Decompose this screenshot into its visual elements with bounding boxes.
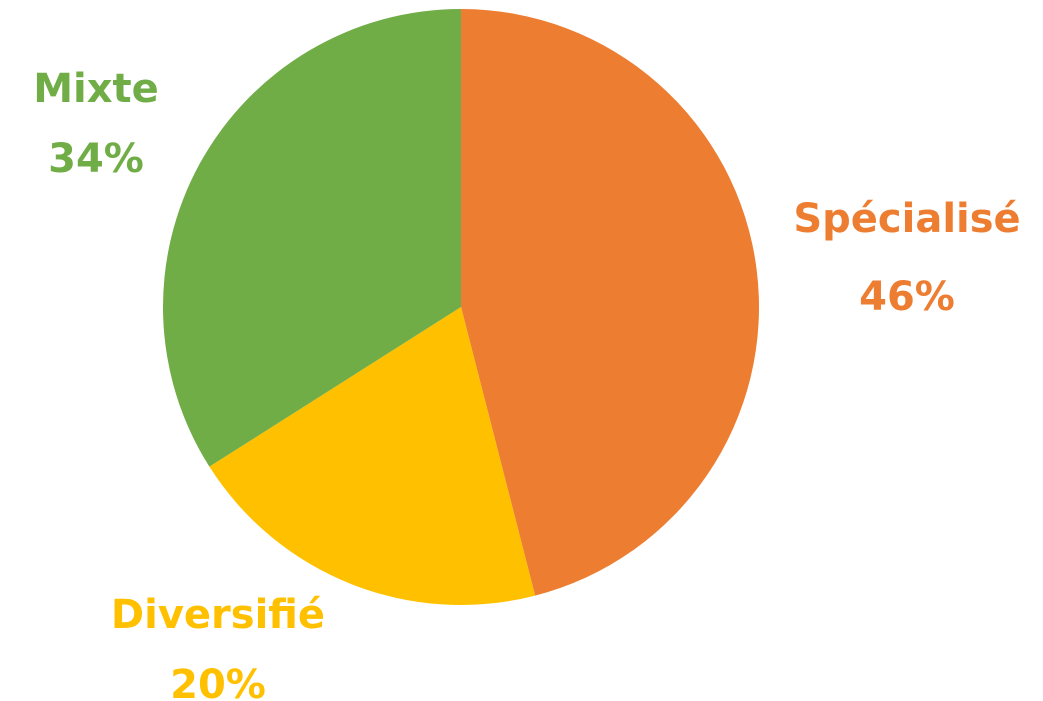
- slice-label-name: Mixte: [33, 66, 159, 112]
- slice-labels: Spécialisé 46% Diversifié 20% Mixte 34%: [33, 66, 1020, 701]
- slice-label-value: 46%: [859, 274, 955, 320]
- slice-label-name: Spécialisé: [793, 196, 1020, 242]
- pie-slice-diversifie: [209, 307, 536, 605]
- slice-label-name: Diversifié: [111, 592, 325, 638]
- pie-slice-mixte: [163, 9, 462, 467]
- pie-slices: [163, 9, 759, 605]
- slice-label-value: 20%: [170, 662, 266, 701]
- pie-slice-specialise: [461, 9, 759, 596]
- slice-label-value: 34%: [48, 136, 144, 182]
